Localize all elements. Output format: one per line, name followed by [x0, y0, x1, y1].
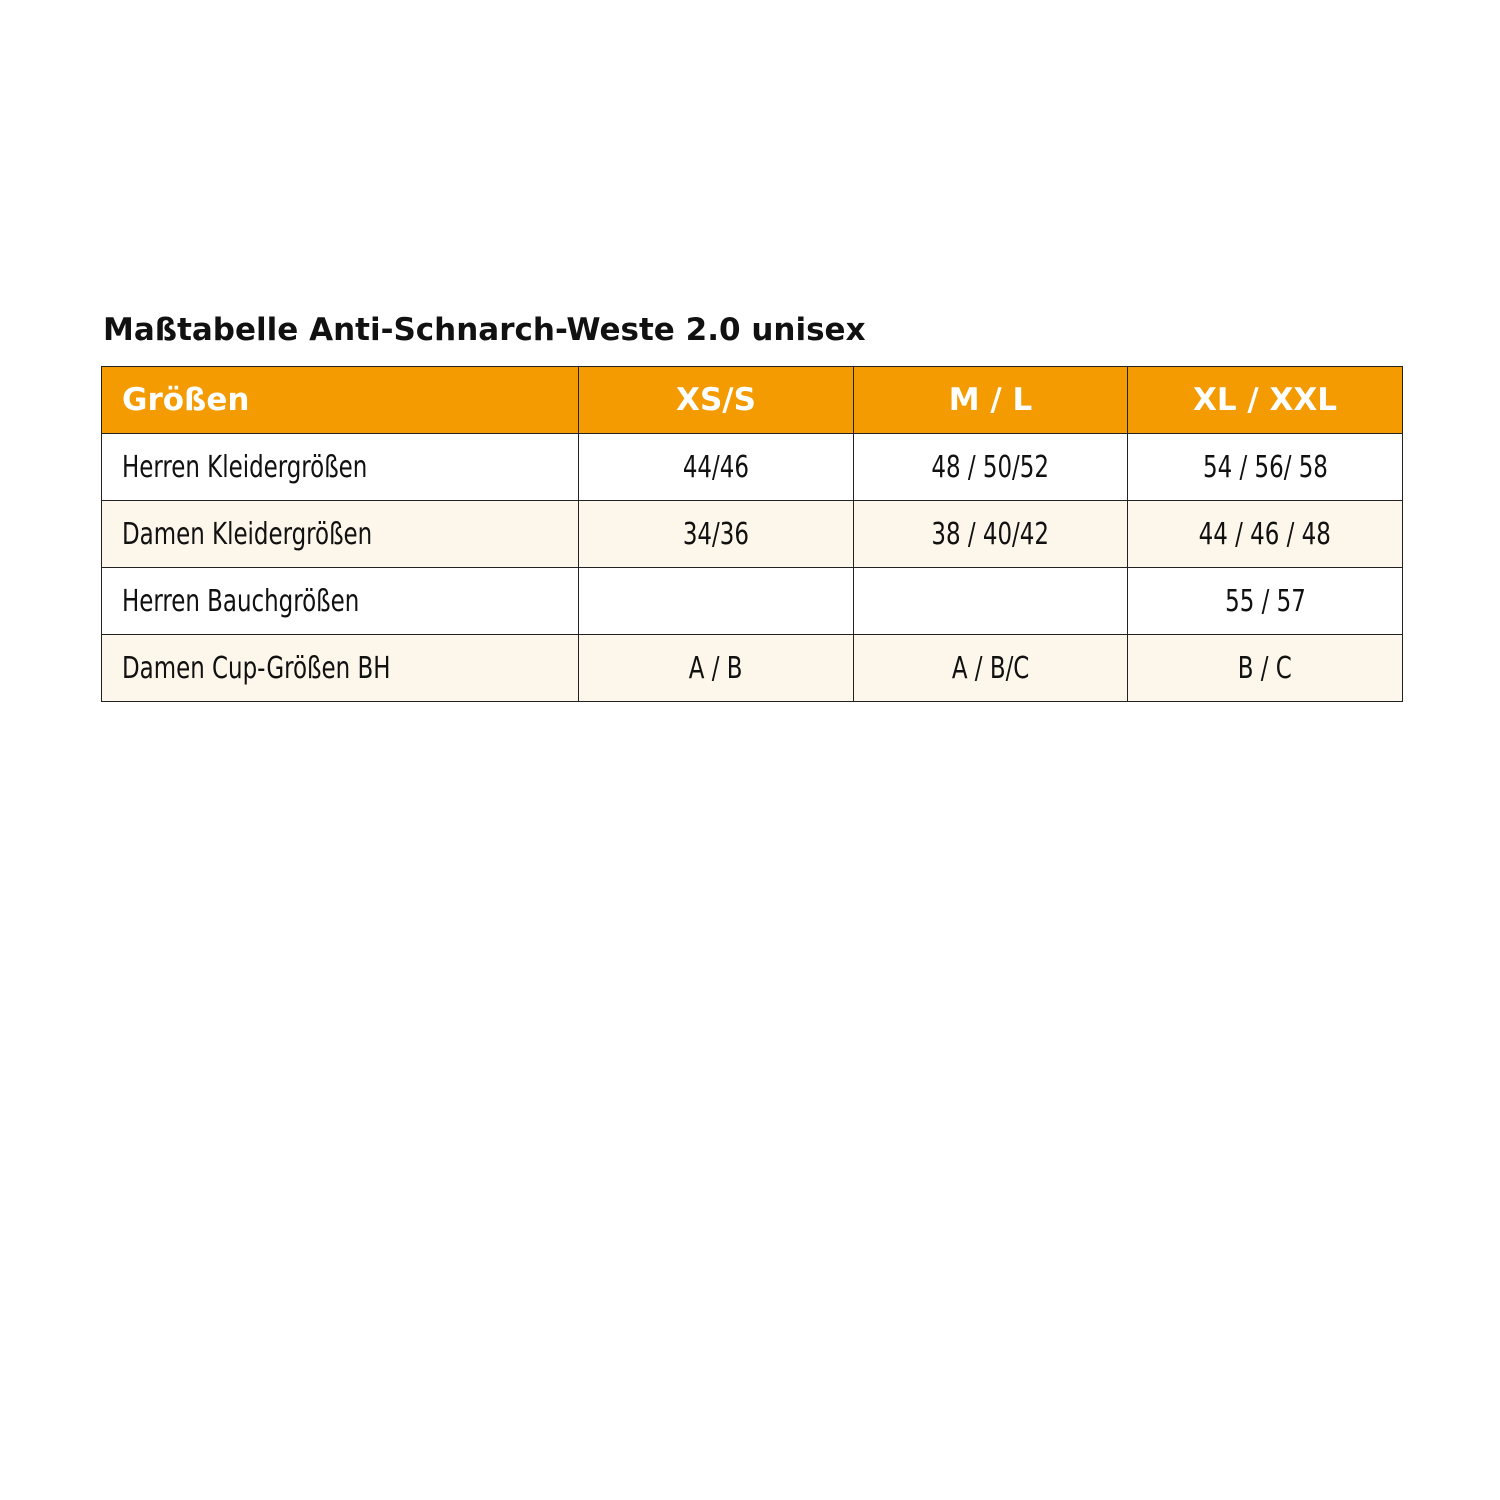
header-cell: XS/S: [578, 366, 854, 434]
table-cell: 55 / 57: [1127, 567, 1403, 635]
row-label: Herren Bauchgrößen: [101, 567, 579, 635]
table-cell: 54 / 56/ 58: [1127, 433, 1403, 501]
table-cell: A / B/C: [853, 634, 1128, 702]
table-header-row: Größen XS/S M / L XL / XXL: [101, 366, 1403, 434]
header-cell: M / L: [853, 366, 1128, 434]
size-table: Größen XS/S M / L XL / XXL Herren Kleide…: [101, 366, 1403, 702]
table-cell: [578, 567, 854, 635]
table-row: Damen Cup-Größen BH A / B A / B/C B / C: [101, 634, 1403, 702]
table-cell: 44/46: [578, 433, 854, 501]
row-label: Damen Cup-Größen BH: [101, 634, 579, 702]
header-cell: Größen: [101, 366, 579, 434]
table-cell: 44 / 46 / 48: [1127, 500, 1403, 568]
table-row: Herren Bauchgrößen 55 / 57: [101, 567, 1403, 635]
table-row: Damen Kleidergrößen 34/36 38 / 40/42 44 …: [101, 500, 1403, 568]
row-label: Damen Kleidergrößen: [101, 500, 579, 568]
table-cell: A / B: [578, 634, 854, 702]
table-cell: 38 / 40/42: [853, 500, 1128, 568]
header-cell: XL / XXL: [1127, 366, 1403, 434]
table-cell: 48 / 50/52: [853, 433, 1128, 501]
table-title: Maßtabelle Anti-Schnarch-Weste 2.0 unise…: [103, 312, 866, 348]
row-label: Herren Kleidergrößen: [101, 433, 579, 501]
table-cell: 34/36: [578, 500, 854, 568]
table-cell: B / C: [1127, 634, 1403, 702]
table-row: Herren Kleidergrößen 44/46 48 / 50/52 54…: [101, 433, 1403, 501]
table-cell: [853, 567, 1128, 635]
